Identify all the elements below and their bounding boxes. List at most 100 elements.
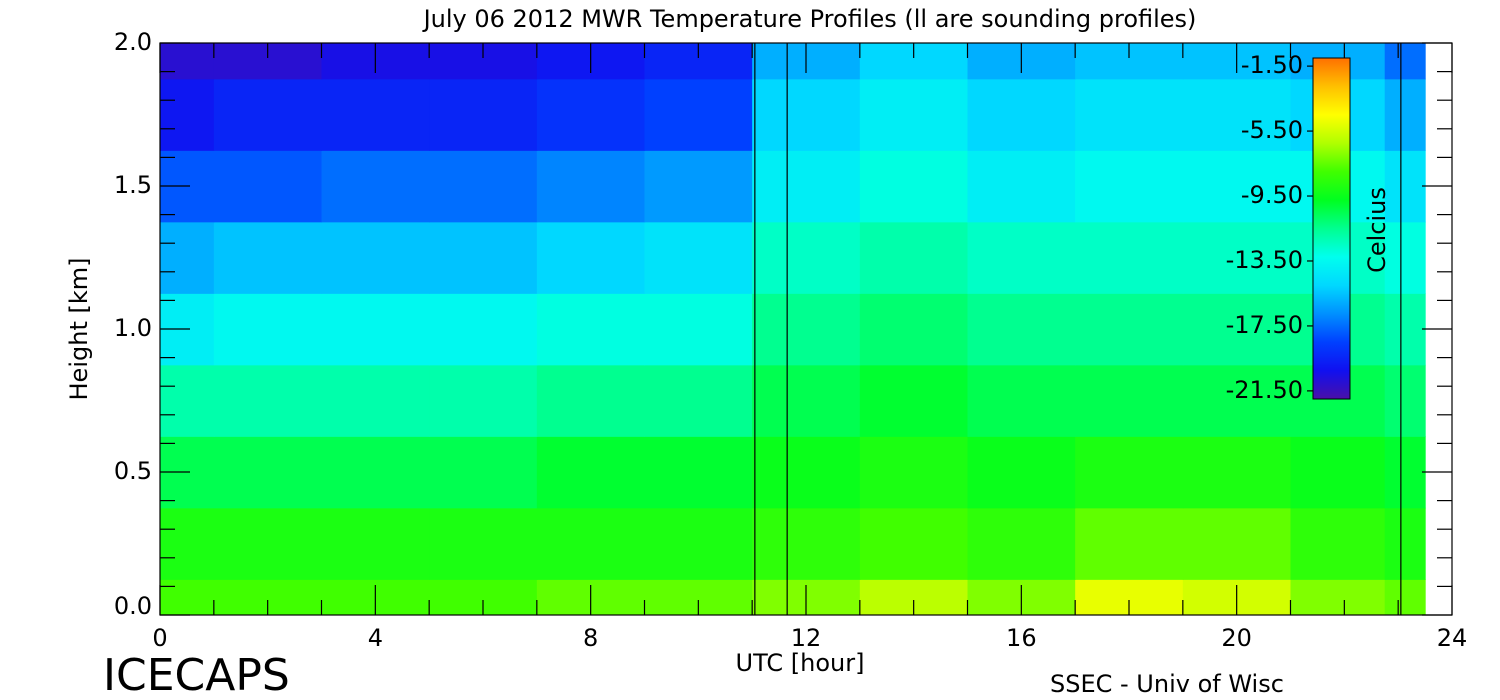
heatmap-cell bbox=[160, 221, 215, 294]
heatmap-cell bbox=[859, 507, 969, 580]
heatmap-cell bbox=[160, 364, 215, 437]
heatmap-cell bbox=[1075, 364, 1184, 437]
heatmap-cell bbox=[213, 507, 323, 580]
heatmap-cell bbox=[321, 507, 430, 580]
heatmap-cell bbox=[213, 436, 323, 509]
heatmap-cell bbox=[752, 78, 861, 151]
heatmap-cell bbox=[967, 364, 1076, 437]
heatmap-cell bbox=[1384, 78, 1426, 151]
x-tick-label: 0 bbox=[152, 624, 167, 652]
heatmap-cell bbox=[1075, 293, 1184, 366]
heatmap-cell bbox=[859, 78, 969, 151]
heatmap-cell bbox=[1182, 221, 1292, 294]
y-axis-label: Height [km] bbox=[65, 258, 93, 401]
x-tick-label: 4 bbox=[368, 624, 383, 652]
heatmap-cell bbox=[536, 507, 646, 580]
heatmap-cell bbox=[321, 78, 430, 151]
x-tick-label: 24 bbox=[1437, 624, 1468, 652]
colorbar-tick-label: -5.50 bbox=[1241, 116, 1303, 144]
heatmap-cell bbox=[967, 436, 1076, 509]
heatmap-cell bbox=[1290, 507, 1386, 580]
heatmap-cell bbox=[429, 78, 538, 151]
heatmap-cell bbox=[213, 78, 323, 151]
x-tick-label: 20 bbox=[1221, 624, 1252, 652]
colorbar-tick-label: -21.50 bbox=[1226, 376, 1303, 404]
heatmap-cell bbox=[859, 150, 969, 223]
heatmap-cell bbox=[1384, 507, 1426, 580]
heatmap-cell bbox=[752, 364, 861, 437]
heatmap-cell bbox=[1182, 150, 1292, 223]
heatmap-cell bbox=[1182, 507, 1292, 580]
heatmap-cell bbox=[160, 579, 215, 615]
heatmap-cell bbox=[429, 293, 538, 366]
heatmap-cell bbox=[967, 150, 1076, 223]
heatmap-cell bbox=[859, 221, 969, 294]
heatmap-cell bbox=[752, 150, 861, 223]
colorbar-tick-label: -13.50 bbox=[1226, 246, 1303, 274]
heatmap-cell bbox=[1182, 293, 1292, 366]
x-tick-label: 16 bbox=[1006, 624, 1037, 652]
heatmap-cell bbox=[1384, 150, 1426, 223]
heatmap-cell bbox=[644, 507, 753, 580]
colorbar bbox=[1312, 57, 1351, 400]
heatmap-cell bbox=[429, 221, 538, 294]
heatmap-cell bbox=[967, 507, 1076, 580]
heatmap-cell bbox=[429, 150, 538, 223]
heatmap-cell bbox=[752, 507, 861, 580]
x-tick-label: 8 bbox=[583, 624, 598, 652]
heatmap-cell bbox=[1290, 579, 1386, 615]
heatmap-cell bbox=[752, 436, 861, 509]
heatmap-cell bbox=[213, 221, 323, 294]
heatmap-cell bbox=[644, 150, 753, 223]
heatmap-cell bbox=[644, 364, 753, 437]
heatmap-cell bbox=[160, 43, 215, 80]
y-tick-label: 1.5 bbox=[114, 171, 152, 199]
heatmap-cell bbox=[213, 293, 323, 366]
heatmap-cell bbox=[321, 364, 430, 437]
heatmap-cell bbox=[752, 293, 861, 366]
heatmap-cell bbox=[1290, 436, 1386, 509]
credit: SSEC - Univ of Wisc bbox=[1050, 670, 1284, 698]
x-axis-label: UTC [hour] bbox=[736, 649, 865, 677]
heatmap-cell bbox=[859, 293, 969, 366]
y-tick-label: 1.0 bbox=[114, 314, 152, 342]
colorbar-tick-label: -1.50 bbox=[1241, 51, 1303, 79]
y-tick-label: 2.0 bbox=[114, 28, 152, 56]
heatmap-cell bbox=[859, 364, 969, 437]
heatmap-cell bbox=[644, 293, 753, 366]
y-tick-label: 0.5 bbox=[114, 457, 152, 485]
heatmap-cell bbox=[536, 221, 646, 294]
colorbar-tick-label: -9.50 bbox=[1241, 181, 1303, 209]
logo: ICECAPS bbox=[103, 650, 290, 700]
heatmap-cell bbox=[752, 221, 861, 294]
heatmap-cell bbox=[213, 364, 323, 437]
heatmap-cell bbox=[1075, 221, 1184, 294]
heatmap-cell bbox=[429, 507, 538, 580]
heatmap-cell bbox=[321, 293, 430, 366]
heatmap-cell bbox=[536, 150, 646, 223]
heatmap-cell bbox=[1384, 436, 1426, 509]
heatmap-cell bbox=[1075, 78, 1184, 151]
heatmap-cell bbox=[644, 221, 753, 294]
heatmap-cell bbox=[644, 78, 753, 151]
heatmap-cell bbox=[1384, 43, 1426, 80]
heatmap-cell bbox=[429, 364, 538, 437]
heatmap-cell bbox=[644, 436, 753, 509]
heatmap-cell bbox=[1384, 364, 1426, 437]
heatmap-cell bbox=[213, 150, 323, 223]
heatmap-cell bbox=[1182, 78, 1292, 151]
heatmap-cell bbox=[967, 221, 1076, 294]
heatmap-cell bbox=[321, 436, 430, 509]
heatmap-cell bbox=[967, 293, 1076, 366]
heatmap-cell bbox=[536, 293, 646, 366]
x-tick-label: 12 bbox=[791, 624, 822, 652]
heatmap-cell bbox=[1384, 293, 1426, 366]
heatmap-cell bbox=[321, 150, 430, 223]
heatmap-cell bbox=[1182, 364, 1292, 437]
heatmap-cell bbox=[967, 78, 1076, 151]
heatmap-cell bbox=[160, 507, 215, 580]
heatmap-cell bbox=[536, 78, 646, 151]
heatmap-cell bbox=[160, 78, 215, 151]
heatmap-cell bbox=[1075, 507, 1184, 580]
